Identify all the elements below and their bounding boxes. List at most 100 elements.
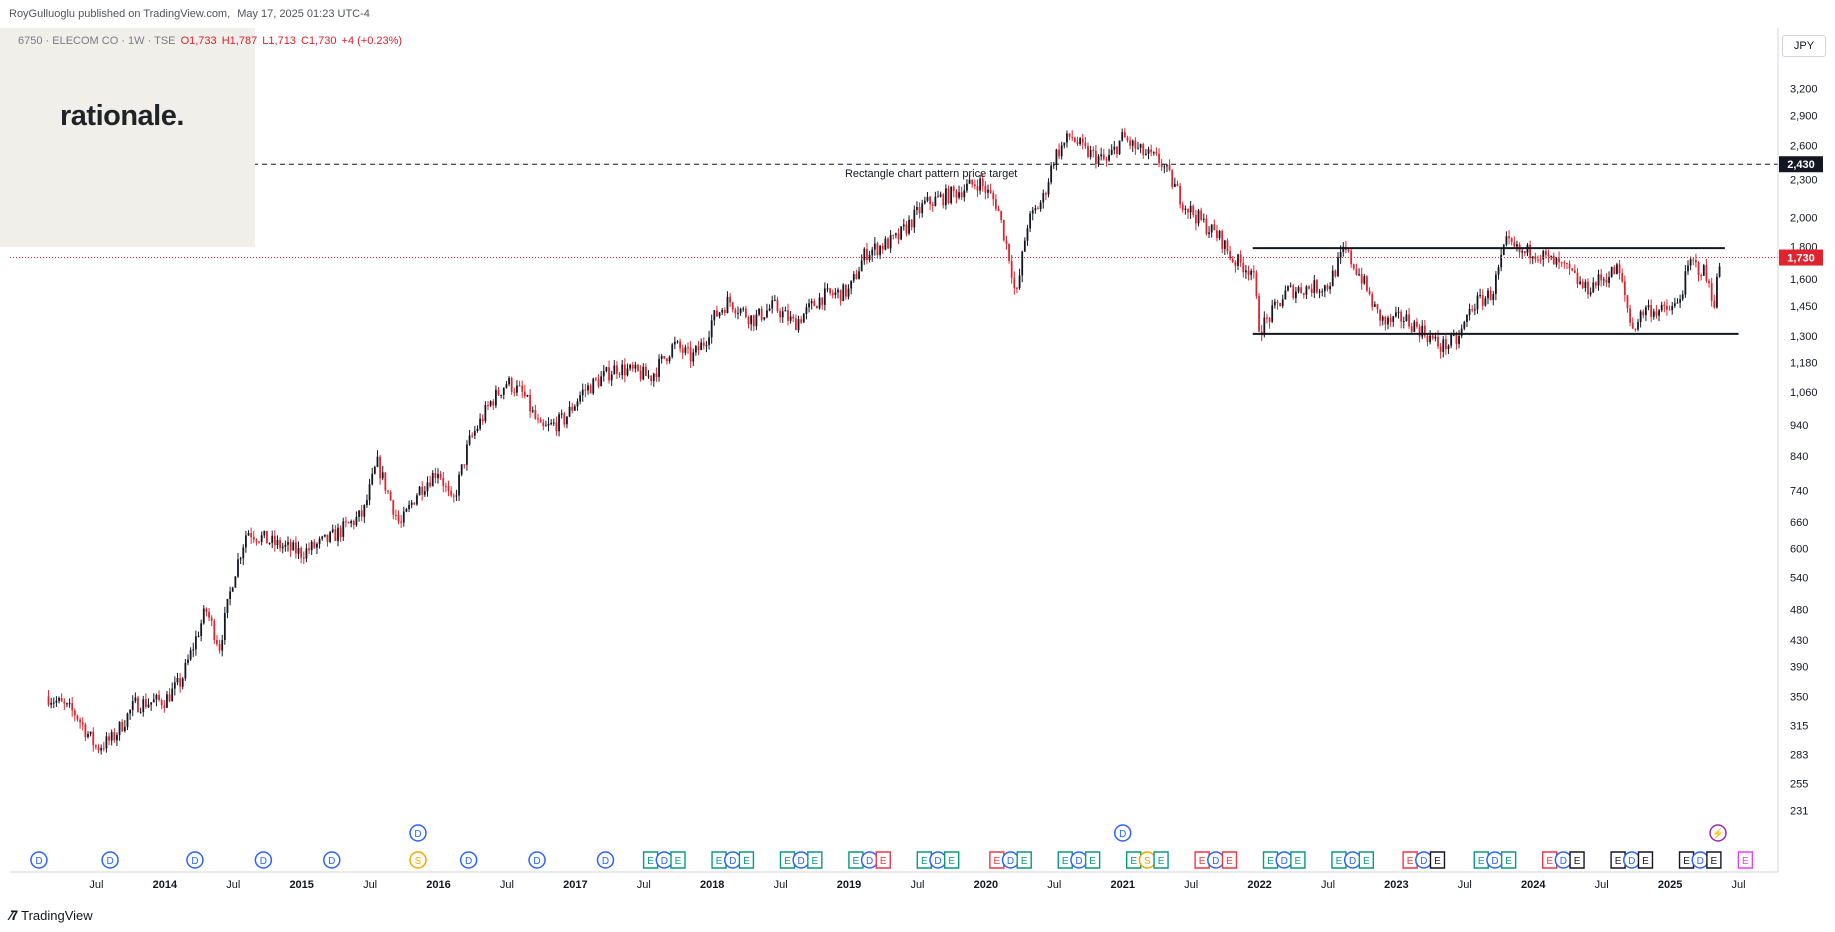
candle-up <box>810 301 813 304</box>
candle-down <box>637 364 639 371</box>
candle-up <box>613 365 616 375</box>
candle-up <box>494 389 497 406</box>
candle-up <box>658 358 660 377</box>
candle-up <box>371 473 374 485</box>
candle-down <box>79 719 82 723</box>
x-tick-label: Jul <box>1321 879 1335 891</box>
candle-down <box>421 486 424 495</box>
candle-up <box>268 542 271 544</box>
candle-down <box>1576 272 1579 285</box>
candle-up <box>221 640 224 651</box>
y-tick-label: 600 <box>1790 543 1808 555</box>
candle-down <box>168 694 171 702</box>
candle-down <box>1629 308 1632 323</box>
candle-up <box>455 495 458 497</box>
earnings-marker-glyph: E <box>880 856 887 867</box>
earnings-marker-glyph: E <box>853 856 860 867</box>
candle-up <box>713 310 716 321</box>
symbol-legend[interactable]: 6750 · ELECOM CO · 1W · TSE O1,733 H1,78… <box>18 35 404 47</box>
candle-down <box>121 721 124 732</box>
candle-up <box>1673 303 1676 307</box>
dividend-marker-glyph: D <box>1119 829 1126 840</box>
candle-up <box>652 373 655 381</box>
candle-up <box>321 536 324 539</box>
candle-up <box>329 532 332 542</box>
dividend-marker <box>1113 824 1132 842</box>
candle-up <box>1463 321 1466 329</box>
candle-up <box>1108 154 1110 161</box>
candle-up <box>358 510 360 517</box>
logo-text: rationale. <box>60 100 184 132</box>
candle-down <box>1226 240 1229 252</box>
candle-down <box>1379 309 1382 321</box>
candle-up <box>1468 308 1471 316</box>
candle-up <box>1139 144 1142 148</box>
footer-brand[interactable]: ⁄7 TradingView <box>10 907 93 923</box>
candle-down <box>216 640 218 645</box>
candle-up <box>544 425 547 427</box>
y-tick-label: 660 <box>1790 517 1808 529</box>
candle-down <box>947 188 950 204</box>
earnings-marker <box>1637 851 1654 869</box>
candle-down <box>655 373 658 377</box>
candle-down <box>1087 146 1089 157</box>
y-tick-label: 1,600 <box>1790 274 1818 286</box>
candle-down <box>779 311 782 318</box>
earnings-marker <box>642 851 659 869</box>
candle-up <box>1218 230 1221 238</box>
symbol-name[interactable]: 6750 · ELECOM CO · 1W · TSE <box>18 35 176 47</box>
candle-down <box>794 318 797 331</box>
candle-down <box>1697 262 1700 276</box>
candle-down <box>1068 133 1071 137</box>
candle-up <box>1079 138 1082 145</box>
y-tick-label: 540 <box>1790 572 1808 584</box>
candle-up <box>1484 298 1487 306</box>
candle-up <box>579 395 582 402</box>
earnings-marker <box>1153 851 1169 869</box>
candle-up <box>566 416 568 425</box>
candle-down <box>1444 339 1447 350</box>
candle-down <box>71 703 74 711</box>
candle-up <box>1118 140 1121 155</box>
candle-up <box>271 535 274 543</box>
candle-down <box>97 746 100 751</box>
candle-down <box>689 347 692 362</box>
candle-up <box>963 190 966 198</box>
candle-up <box>1671 306 1674 311</box>
y-tick-label: 350 <box>1790 691 1808 703</box>
candle-down <box>1560 262 1563 264</box>
currency-selector[interactable]: JPY <box>1782 35 1826 57</box>
low-value: L1,713 <box>262 35 296 47</box>
candle-up <box>1516 244 1518 247</box>
candle-up <box>192 649 195 651</box>
candle-down <box>471 435 474 437</box>
candle-down <box>334 529 337 542</box>
candle-up <box>581 389 584 396</box>
earnings-marker-glyph: E <box>1062 856 1069 867</box>
candle-up <box>239 558 242 560</box>
candle-up <box>1497 267 1500 275</box>
candle-up <box>694 346 697 353</box>
candle-up <box>1610 267 1613 278</box>
y-tick-label: 1,450 <box>1790 301 1818 313</box>
candle-up <box>739 308 742 313</box>
candle-down <box>1416 321 1418 327</box>
candle-up <box>1405 314 1408 322</box>
candle-down <box>813 301 816 307</box>
candle-up <box>842 284 845 302</box>
candle-up <box>908 219 910 234</box>
earnings-marker-glyph: E <box>1683 856 1690 867</box>
candle-down <box>1694 259 1697 263</box>
candle-down <box>1621 273 1624 282</box>
candle-up <box>1313 280 1316 294</box>
dividend-marker-glyph: D <box>1491 856 1498 867</box>
candle-down <box>697 346 700 351</box>
candle-up <box>1542 250 1545 260</box>
candle-down <box>1481 295 1484 306</box>
candle-up <box>58 698 60 701</box>
candle-down <box>1347 249 1350 251</box>
candle-up <box>1184 208 1187 210</box>
candle-down <box>792 316 795 319</box>
candle-down <box>76 715 79 720</box>
